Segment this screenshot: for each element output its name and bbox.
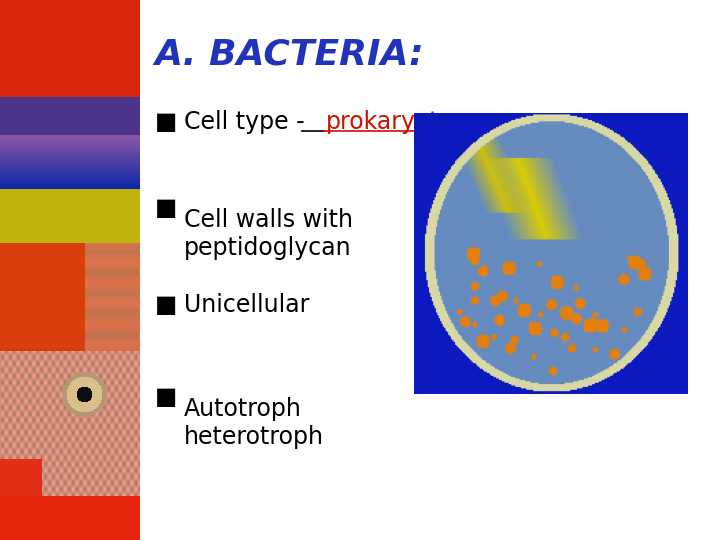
Text: Unicellular: Unicellular [184,293,309,317]
Text: heterotroph: heterotroph [184,425,323,449]
Text: Cell type -: Cell type - [184,110,312,133]
Text: peptidoglycan: peptidoglycan [184,236,351,260]
Text: Cell walls with: Cell walls with [184,208,353,232]
Text: prokaryote: prokaryote [325,110,454,133]
Text: ■: ■ [155,110,177,133]
Text: Autotroph: Autotroph [184,397,302,421]
Text: ■: ■ [155,196,177,220]
Text: ■: ■ [155,293,177,317]
Text: A. BACTERIA:: A. BACTERIA: [155,38,424,72]
Bar [140,0,720,540]
Text: ■: ■ [155,385,177,409]
